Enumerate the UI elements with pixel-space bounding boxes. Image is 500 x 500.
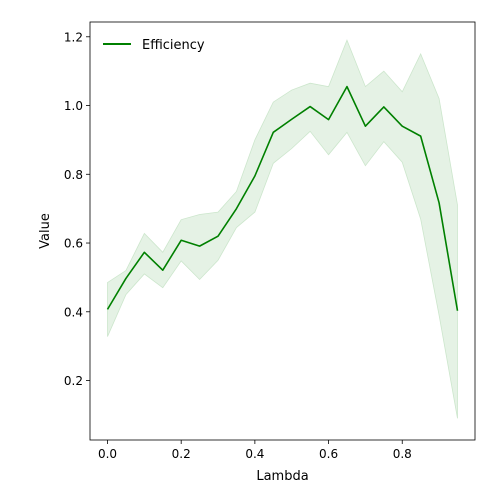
x-tick-label: 0.2	[172, 447, 191, 461]
x-tick-label: 0.4	[245, 447, 264, 461]
y-axis-ticks: 0.2 0.4 0.6 0.8 1.0 1.2	[64, 30, 90, 388]
x-axis-label: Lambda	[256, 469, 308, 484]
series-line-efficiency	[106, 85, 459, 311]
y-tick-label: 0.8	[64, 168, 83, 182]
x-tick-label: 0.0	[98, 447, 117, 461]
confidence-band-efficiency	[107, 39, 458, 419]
legend-label-efficiency: Efficiency	[142, 38, 205, 53]
plot-area-frame	[89, 21, 476, 441]
y-tick-label: 0.2	[64, 374, 83, 388]
x-tick-label: 0.8	[393, 447, 412, 461]
y-tick-label: 1.2	[64, 30, 83, 44]
confidence-band-layer	[107, 39, 458, 419]
legend: Efficiency	[103, 38, 205, 53]
y-tick-label: 0.4	[64, 305, 83, 319]
x-axis-ticks: 0.0 0.2 0.4 0.6 0.8	[98, 440, 412, 461]
series-line-layer	[106, 85, 459, 311]
y-tick-label: 0.6	[64, 237, 83, 251]
y-axis-label: Value	[38, 213, 53, 249]
y-tick-label: 1.0	[64, 99, 83, 113]
x-tick-label: 0.6	[319, 447, 338, 461]
